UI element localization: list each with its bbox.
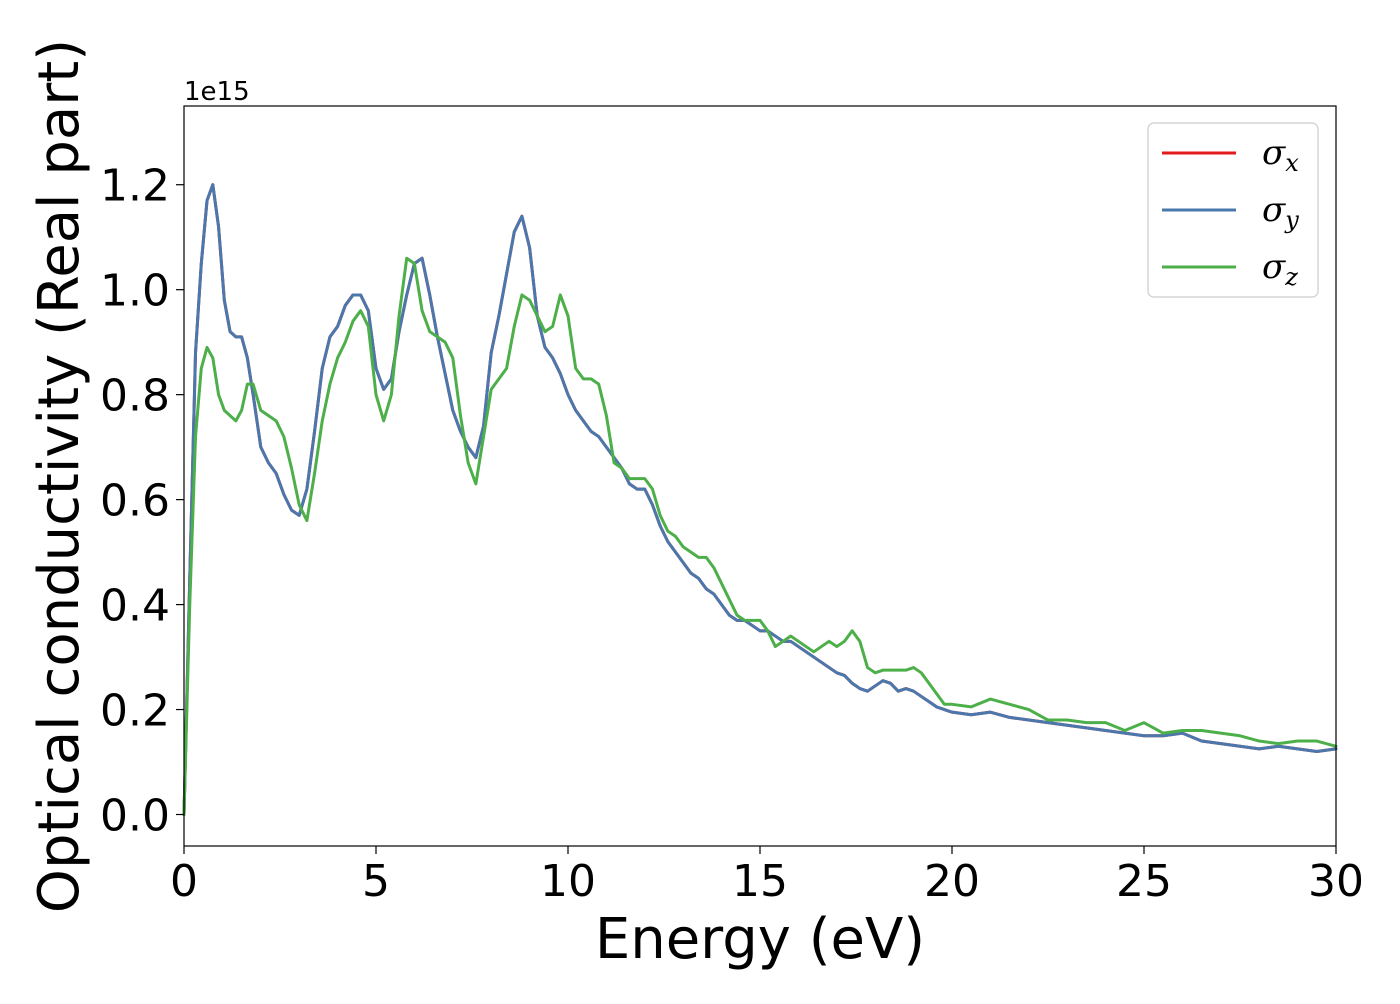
legend-label-z: σz <box>1262 247 1298 291</box>
y-tick-label: 1.0 <box>100 266 170 317</box>
y-axis-label: Optical conductivity (Real part) <box>27 39 92 913</box>
x-tick-label: 30 <box>1308 856 1364 907</box>
legend-subscript: z <box>1284 263 1298 291</box>
series-line-y <box>182 183 1338 817</box>
y-tick-label: 0.8 <box>100 371 170 422</box>
x-tick-label: 25 <box>1116 856 1172 907</box>
legend-symbol: σ <box>1262 190 1286 230</box>
legend-label-x: σx <box>1262 133 1299 177</box>
x-tick-label: 20 <box>924 856 980 907</box>
legend-subscript: x <box>1285 149 1299 177</box>
x-tick-label: 15 <box>732 856 788 907</box>
x-tick-label: 5 <box>362 856 390 907</box>
series-line-z <box>182 256 1338 817</box>
x-axis-ticks: 0 5 10 15 20 25 30 <box>170 846 1364 907</box>
x-tick-label: 0 <box>170 856 198 907</box>
x-axis-label: Energy (eV) <box>595 907 925 972</box>
y-offset-label: 1e15 <box>184 77 250 107</box>
y-tick-label: 1.2 <box>100 161 170 212</box>
legend-symbol: σ <box>1262 133 1286 173</box>
legend-label-y: σy <box>1262 190 1299 234</box>
x-tick-label: 10 <box>540 856 596 907</box>
y-tick-label: 0.4 <box>100 581 170 632</box>
y-tick-label: 0.6 <box>100 476 170 527</box>
y-tick-label: 0.0 <box>100 791 170 842</box>
series-layer <box>182 183 1338 817</box>
legend-symbol: σ <box>1262 247 1286 287</box>
y-tick-label: 0.2 <box>100 686 170 737</box>
legend-subscript: y <box>1284 206 1299 234</box>
y-axis-ticks: 0.0 0.2 0.4 0.6 0.8 1.0 1.2 <box>100 161 184 842</box>
